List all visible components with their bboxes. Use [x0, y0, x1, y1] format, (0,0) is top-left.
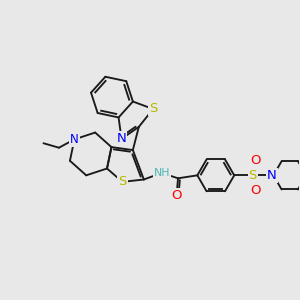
Text: O: O: [171, 189, 182, 202]
Text: N: N: [117, 132, 126, 145]
Text: N: N: [70, 133, 79, 146]
Text: S: S: [149, 103, 157, 116]
Text: S: S: [248, 169, 257, 182]
Text: N: N: [267, 169, 277, 182]
Text: S: S: [118, 176, 127, 188]
Text: O: O: [250, 154, 260, 167]
Text: O: O: [250, 184, 260, 197]
Text: NH: NH: [153, 168, 170, 178]
